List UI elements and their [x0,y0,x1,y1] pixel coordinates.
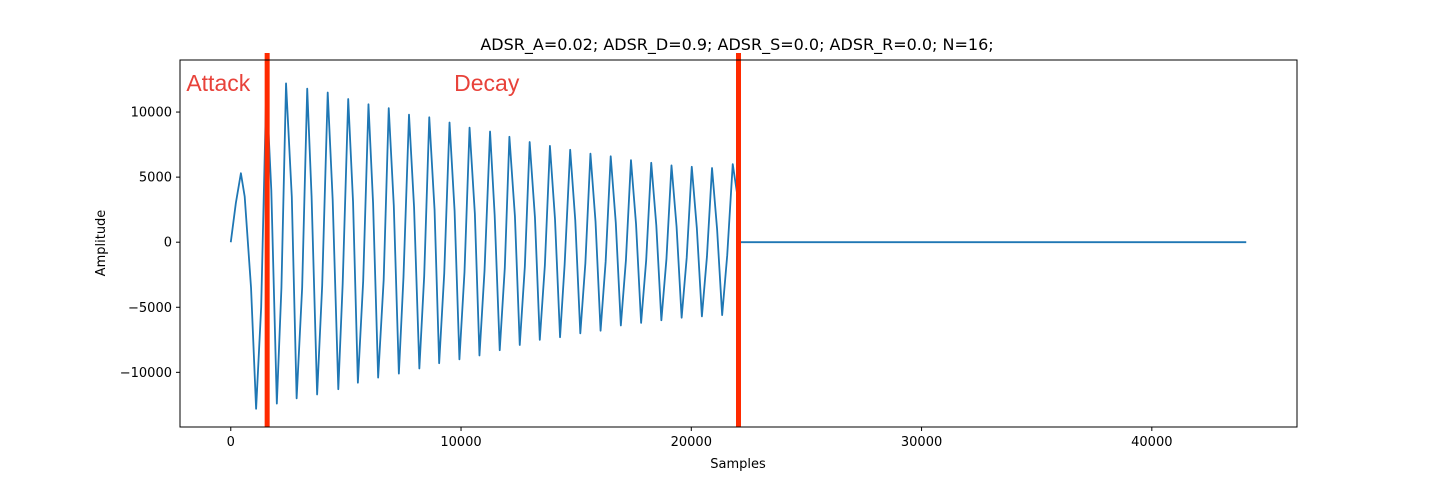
y-tick-label: 0 [164,236,172,251]
series-line-0 [229,82,1247,410]
plot-frame [179,59,1298,428]
plot-area: Attack Decay [186,53,1247,427]
x-tick-label: 40000 [1131,435,1172,450]
chart-title: ADSR_A=0.02; ADSR_D=0.9; ADSR_S=0.0; ADS… [480,35,993,55]
y-axis-title: Amplitude [94,210,109,277]
y-tick-label: 5000 [139,171,172,186]
annotation-decay: Decay [454,70,520,96]
x-tick-label: 30000 [901,435,942,450]
x-tick-label: 0 [227,435,235,450]
y-tick-label: −10000 [120,366,172,381]
x-tick-label: 10000 [440,435,481,450]
y-tick-label: −5000 [128,301,172,316]
y-tick-label: 10000 [131,106,172,121]
x-axis-title: Samples [710,457,766,472]
x-tick-label: 20000 [671,435,712,450]
axis-ticks: 0 10000 20000 30000 40000 −10000 −5000 0 5000 100… [120,106,1173,450]
annotation-attack: Attack [186,70,250,96]
